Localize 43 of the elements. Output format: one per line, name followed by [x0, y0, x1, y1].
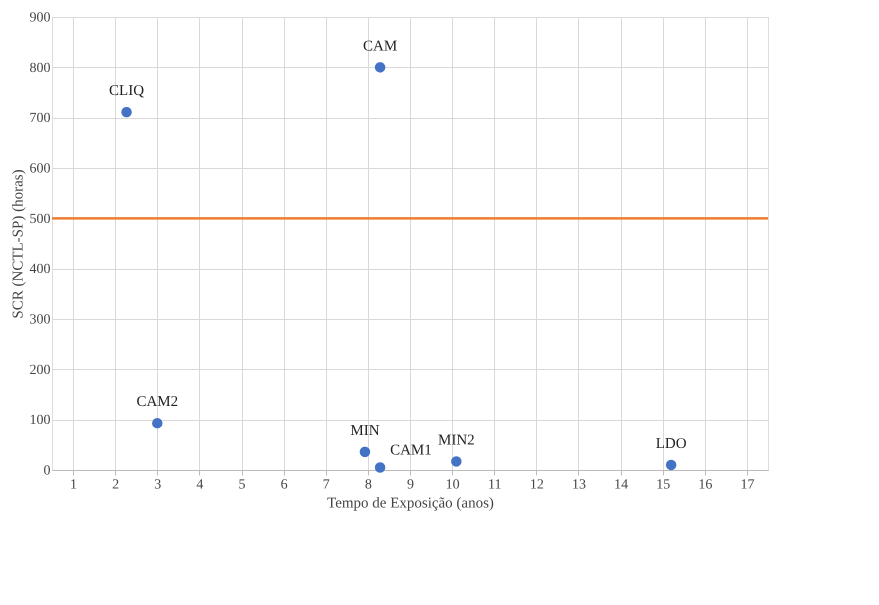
x-tick-label: 16 [698, 478, 712, 492]
y-tick-label: 800 [30, 60, 50, 76]
point [121, 106, 132, 118]
x-tick-label: 11 [488, 478, 502, 492]
y-tick-label: 100 [30, 413, 50, 428]
annotation: MIN2 [438, 432, 475, 448]
annotation: LDO [656, 436, 687, 452]
x-tick-label: 1 [70, 478, 78, 492]
annotation: CLIQ [109, 83, 144, 100]
point [666, 460, 676, 470]
point [451, 456, 462, 467]
annotation: MIN [350, 422, 380, 439]
y-tick-label: 600 [30, 162, 50, 176]
x-tick-label: 4 [196, 478, 204, 492]
y-tick-label: 200 [30, 362, 50, 378]
x-tick-label: 8 [364, 478, 372, 492]
y-axis-title: SCR (NCTL-SP) (horas) [10, 169, 26, 319]
y-tick-label: 0 [44, 464, 50, 478]
y-tick-label: 700 [30, 111, 50, 126]
y-tick-label: 500 [30, 212, 50, 227]
annotation: CAM1 [390, 442, 432, 458]
x-tick-label: 10 [446, 478, 460, 492]
x-tick-label: 13 [572, 478, 586, 492]
x-tick-label: 9 [407, 478, 414, 492]
x-tick-label: 15 [656, 478, 670, 492]
annotation: CAM [363, 38, 398, 54]
point [360, 446, 370, 458]
point [152, 418, 163, 428]
annotation: CAM2 [136, 394, 178, 410]
x-tick-label: 7 [322, 478, 330, 492]
x-tick-label: 6 [280, 478, 288, 492]
x-tick-label: 12 [530, 478, 544, 492]
point [374, 62, 386, 73]
y-tick-label: 400 [30, 262, 50, 278]
x-axis-title: Tempo de Exposição (anos) [327, 496, 494, 512]
x-tick-label: 5 [238, 478, 246, 492]
x-tick-label: 17 [740, 478, 754, 492]
x-tick-label: 3 [154, 478, 162, 492]
x-tick-label: 2 [112, 478, 120, 492]
x-tick-label: 14 [614, 478, 628, 492]
point [374, 462, 386, 473]
y-tick-label: 900 [30, 10, 50, 26]
y-tick-label: 300 [30, 312, 50, 328]
